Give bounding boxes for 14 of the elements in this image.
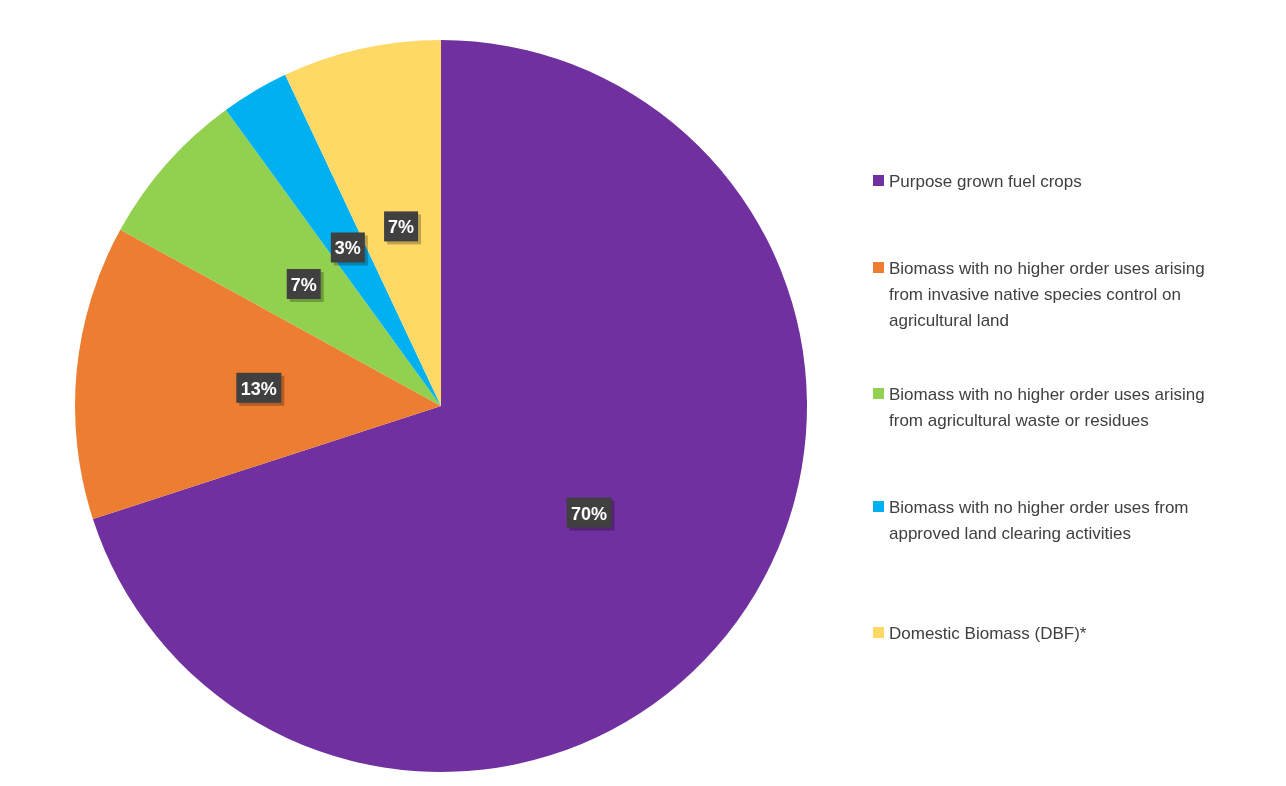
legend-label: Purpose grown fuel crops xyxy=(889,172,1082,191)
pie-slice xyxy=(92,40,807,772)
data-label: 7% xyxy=(388,217,415,238)
data-label: 70% xyxy=(571,503,608,524)
pie-slice xyxy=(285,40,441,406)
legend-label: Biomass with no higher order uses arising from agricultural waste or residues xyxy=(889,385,1205,430)
pie-slice xyxy=(120,109,441,406)
legend-label: Domestic Biomass (DBF)* xyxy=(889,624,1087,643)
legend-label: Biomass with no higher order uses from approved land clearing activities xyxy=(889,498,1189,543)
legend-label: Biomass with no higher order uses arising from invasive native species control on agricultural land xyxy=(889,259,1205,330)
data-label: 7% xyxy=(290,274,317,295)
data-label: 3% xyxy=(334,238,361,259)
data-label: 13% xyxy=(240,378,277,399)
pie-slice xyxy=(225,74,441,406)
